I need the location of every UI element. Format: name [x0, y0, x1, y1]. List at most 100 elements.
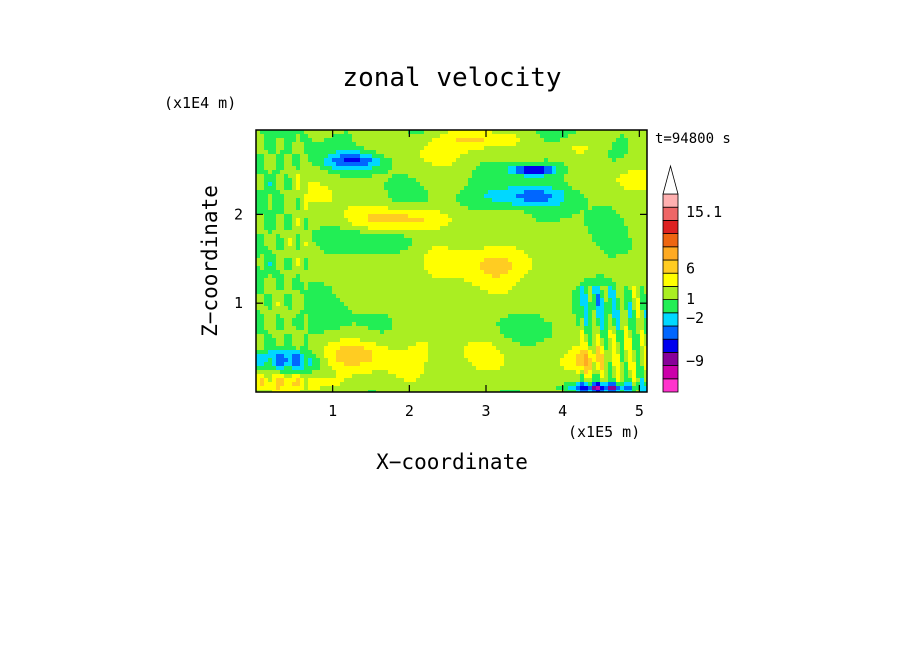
contour-cell [588, 214, 593, 219]
contour-cell [604, 226, 609, 231]
contour-cell [276, 218, 281, 223]
contour-cell [520, 150, 525, 155]
contour-cell [404, 186, 409, 191]
contour-cell [352, 210, 357, 215]
contour-cell [484, 282, 489, 287]
contour-cell [488, 154, 493, 159]
contour-cell [592, 306, 597, 311]
contour-cell [588, 262, 593, 267]
contour-cell [644, 290, 648, 295]
contour-cell [500, 150, 505, 155]
contour-cell [604, 210, 609, 215]
contour-cell [356, 166, 361, 171]
contour-cell [552, 170, 557, 175]
contour-cell [384, 326, 389, 331]
contour-cell [300, 230, 305, 235]
contour-cell [444, 262, 449, 267]
contour-cell [640, 210, 645, 215]
contour-cell [352, 162, 357, 167]
contour-cell [512, 198, 517, 203]
contour-cell [256, 194, 261, 199]
contour-cell [316, 214, 321, 219]
contour-cell [408, 206, 413, 211]
contour-cell [636, 226, 641, 231]
contour-cell [548, 306, 553, 311]
contour-cell [492, 202, 497, 207]
contour-cell [352, 182, 357, 187]
contour-cell [320, 170, 325, 175]
contour-cell [412, 154, 417, 159]
contour-cell [536, 254, 541, 259]
contour-cell [296, 330, 301, 335]
contour-cell [564, 318, 569, 323]
contour-cell [388, 162, 393, 167]
contour-cell [332, 234, 337, 239]
contour-cell [540, 270, 545, 275]
contour-cell [576, 178, 581, 183]
contour-cell [484, 286, 489, 291]
contour-cell [268, 218, 273, 223]
contour-cell [548, 194, 553, 199]
contour-cell [272, 138, 277, 143]
contour-cell [428, 182, 433, 187]
contour-cell [296, 214, 301, 219]
contour-cell [296, 238, 301, 243]
contour-cell [560, 242, 565, 247]
contour-cell [436, 206, 441, 211]
contour-cell [276, 202, 281, 207]
contour-cell [592, 258, 597, 263]
contour-cell [276, 286, 281, 291]
contour-cell [520, 318, 525, 323]
contour-cell [468, 146, 473, 151]
contour-cell [428, 150, 433, 155]
contour-cell [412, 330, 417, 335]
contour-cell [572, 154, 577, 159]
contour-cell [432, 182, 437, 187]
contour-cell [260, 262, 265, 267]
contour-cell [532, 218, 537, 223]
contour-cell [364, 298, 369, 303]
contour-cell [340, 222, 345, 227]
contour-cell [524, 326, 529, 331]
contour-cell [348, 286, 353, 291]
contour-cell [636, 198, 641, 203]
contour-cell [632, 154, 637, 159]
contour-cell [508, 274, 513, 279]
contour-cell [500, 302, 505, 307]
contour-cell [372, 270, 377, 275]
contour-cell [588, 238, 593, 243]
contour-cell [508, 190, 513, 195]
contour-cell [408, 302, 413, 307]
contour-cell [644, 234, 648, 239]
contour-cell [388, 198, 393, 203]
contour-cell [432, 298, 437, 303]
contour-cell [332, 162, 337, 167]
contour-cell [436, 322, 441, 327]
contour-cell [620, 162, 625, 167]
contour-cell [312, 270, 317, 275]
contour-cell [612, 178, 617, 183]
contour-cell [304, 274, 309, 279]
contour-cell [472, 238, 477, 243]
contour-cell [624, 290, 629, 295]
contour-cell [552, 302, 557, 307]
contour-cell [300, 266, 305, 271]
contour-cell [576, 282, 581, 287]
contour-cell [412, 222, 417, 227]
contour-cell [340, 202, 345, 207]
contour-cell [280, 142, 285, 147]
contour-cell [608, 238, 613, 243]
contour-cell [456, 174, 461, 179]
contour-cell [480, 170, 485, 175]
contour-cell [508, 294, 513, 299]
contour-cell [464, 278, 469, 283]
contour-cell [352, 206, 357, 211]
contour-cell [620, 210, 625, 215]
contour-cell [520, 186, 525, 191]
contour-cell [400, 142, 405, 147]
contour-cell [528, 178, 533, 183]
contour-cell [404, 142, 409, 147]
contour-cell [316, 198, 321, 203]
contour-cell [500, 262, 505, 267]
contour-cell [264, 190, 269, 195]
